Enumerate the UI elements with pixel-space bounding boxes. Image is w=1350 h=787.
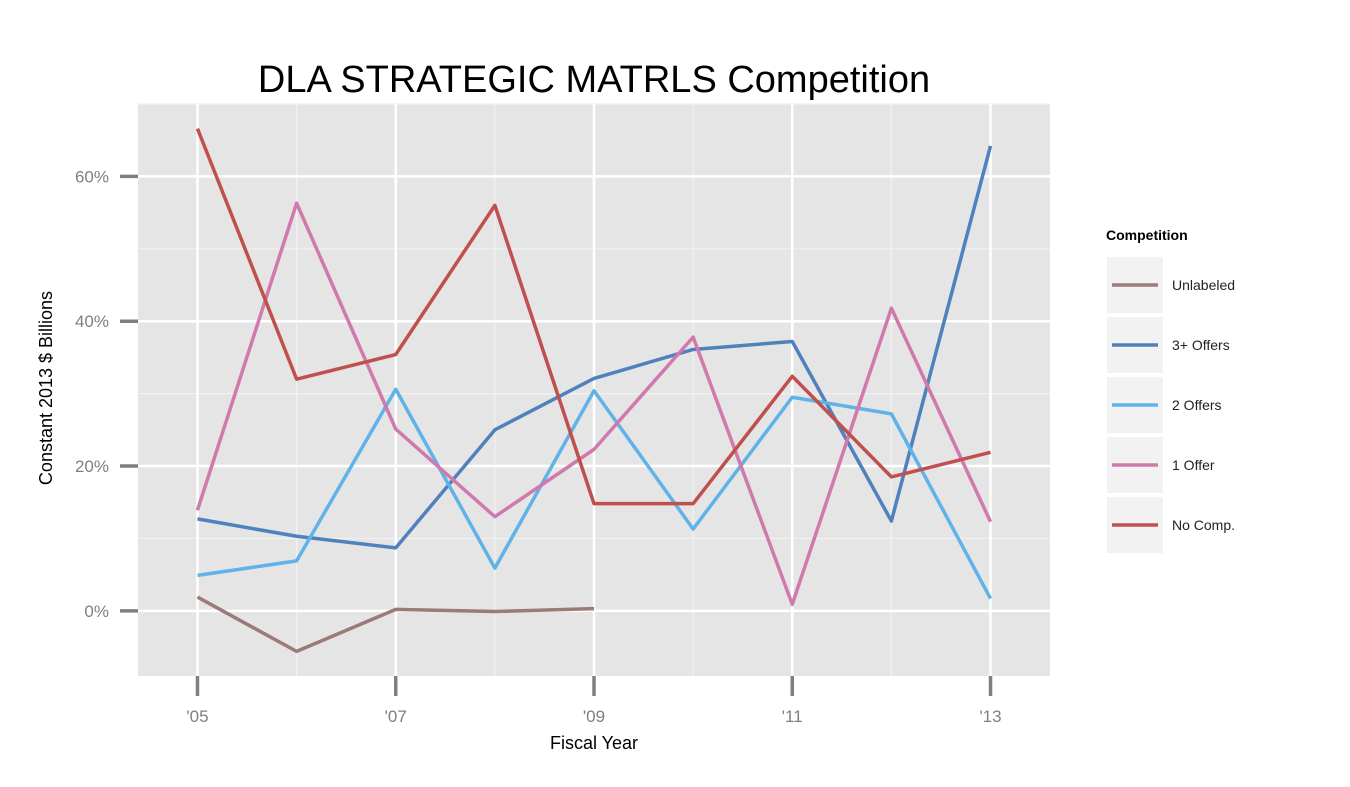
x-tick-label: '05 bbox=[186, 707, 208, 726]
x-tick-label: '07 bbox=[385, 707, 407, 726]
y-tick-label: 0% bbox=[84, 602, 109, 621]
legend: Competition Unlabeled 3+ Offers 2 Offers 1 … bbox=[1106, 227, 1235, 553]
series-line-3 bbox=[195, 201, 993, 607]
series-line-0 bbox=[196, 595, 595, 654]
series-line-4 bbox=[195, 127, 991, 506]
x-tick-label: '11 bbox=[782, 707, 803, 726]
y-tick-label: 20% bbox=[75, 457, 109, 476]
series-lines bbox=[195, 127, 993, 654]
series-line-1 bbox=[197, 145, 993, 550]
chart-title: DLA STRATEGIC MATRLS Competition bbox=[258, 59, 930, 101]
legend-items: Unlabeled 3+ Offers 2 Offers 1 Offer No Comp… bbox=[1107, 257, 1235, 553]
legend-label: 1 Offer bbox=[1172, 457, 1215, 473]
y-tick-label: 60% bbox=[75, 167, 109, 186]
y-tick-label: 40% bbox=[75, 312, 109, 331]
legend-label: 3+ Offers bbox=[1172, 337, 1230, 353]
y-axis-title: Constant 2013 $ Billions bbox=[36, 291, 56, 485]
legend-label: 2 Offers bbox=[1172, 397, 1222, 413]
x-tick-label: '13 bbox=[979, 707, 1001, 726]
x-axis-title: Fiscal Year bbox=[550, 733, 638, 753]
legend-label: No Comp. bbox=[1172, 517, 1235, 533]
legend-title: Competition bbox=[1106, 227, 1188, 243]
x-tick-label: '09 bbox=[583, 707, 605, 726]
legend-label: Unlabeled bbox=[1172, 277, 1235, 293]
y-axis: 0% 20% 40% 60% bbox=[75, 167, 138, 621]
x-axis: '05 '07 '09 '11 '13 bbox=[186, 676, 1002, 726]
